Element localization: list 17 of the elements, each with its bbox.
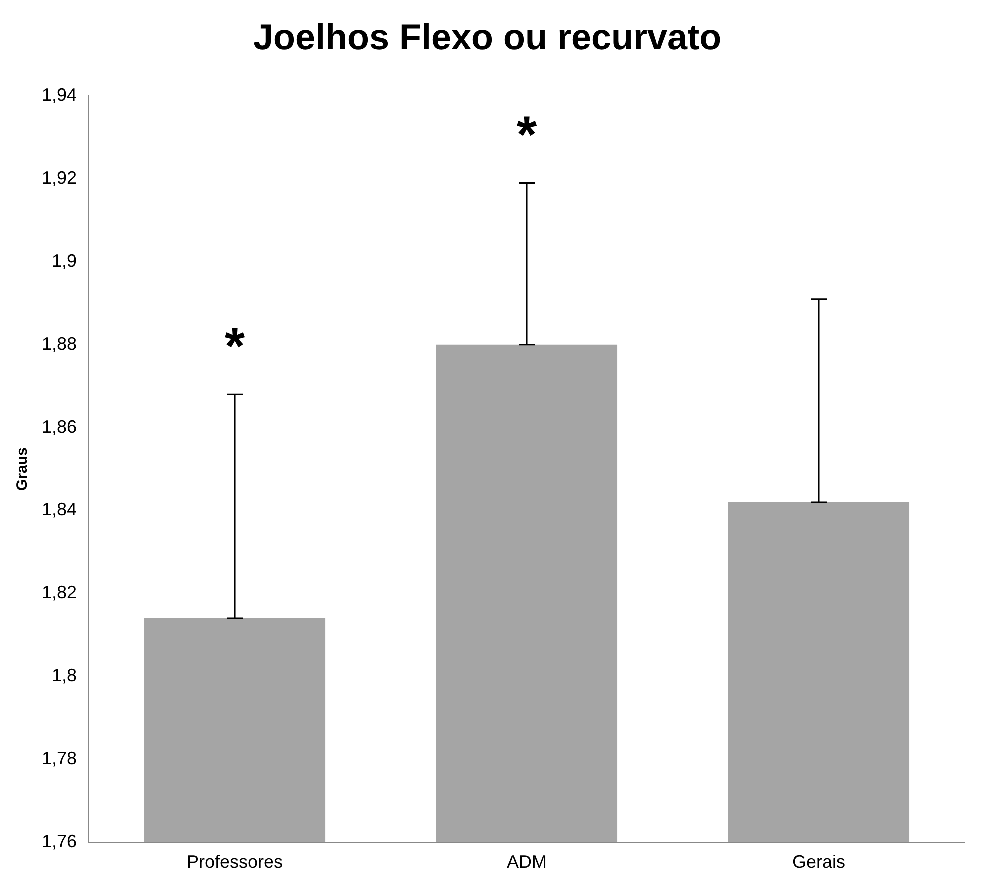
annotation: * bbox=[516, 106, 538, 165]
y-tick-label: 1,94 bbox=[42, 85, 78, 106]
y-axis-title: Graus bbox=[14, 448, 32, 491]
x-tick-label: Professores bbox=[187, 852, 284, 872]
chart-title: Joelhos Flexo ou recurvato bbox=[253, 16, 722, 58]
y-tick-label: 1,88 bbox=[42, 334, 78, 354]
y-tick-label: 1,92 bbox=[42, 168, 78, 188]
y-tick-label: 1,8 bbox=[52, 666, 78, 686]
y-tick-label: 1,9 bbox=[52, 250, 78, 271]
y-tick-label: 1,82 bbox=[42, 582, 78, 603]
y-tick-label: 1,78 bbox=[42, 748, 78, 768]
x-tick-label: Gerais bbox=[792, 852, 846, 872]
annotation: * bbox=[224, 318, 246, 376]
y-tick-label: 1,84 bbox=[42, 500, 78, 520]
x-tick-label: ADM bbox=[507, 852, 548, 872]
y-tick-label: 1,76 bbox=[42, 831, 78, 852]
y-tick-label: 1,86 bbox=[42, 416, 78, 437]
